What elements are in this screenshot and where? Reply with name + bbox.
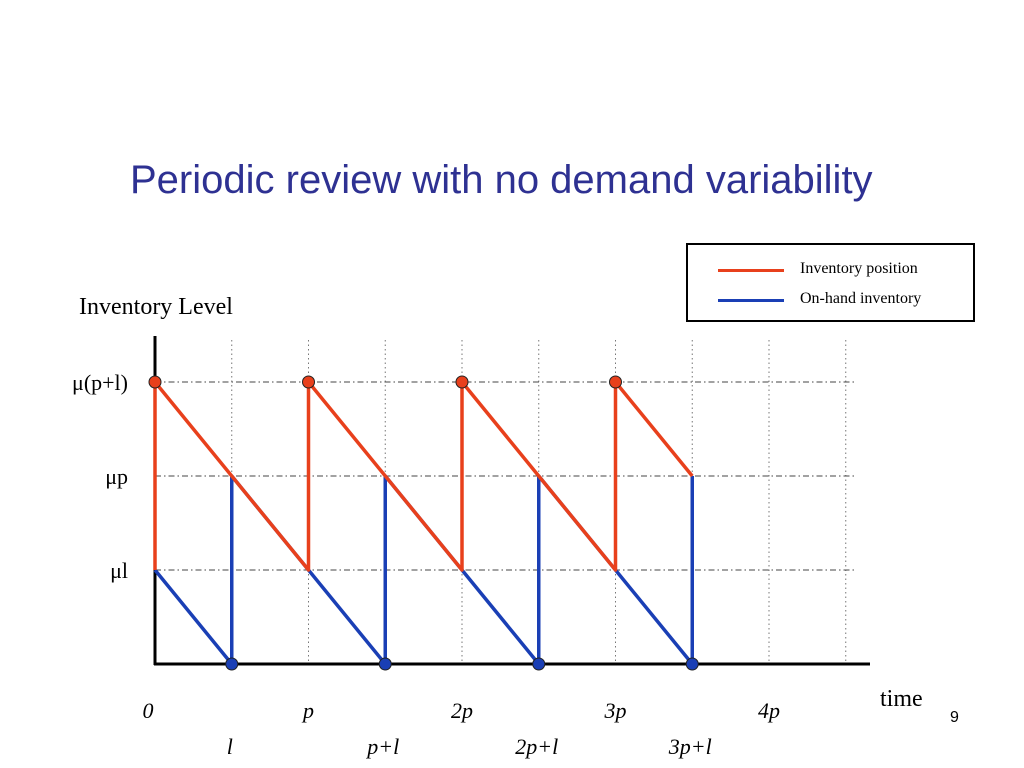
series-1-marker-3: [685, 657, 699, 671]
x-tick-label-0: 0: [143, 698, 154, 723]
series-0-marker-2: [455, 375, 469, 389]
x-tick-label-secondary-3: 3p+l: [668, 734, 712, 759]
series-line-1: [153, 474, 694, 666]
legend-item-on-hand-inventory: On-hand inventory: [688, 290, 973, 310]
series-line-0: [153, 380, 694, 572]
legend-swatch-inventory-position: [718, 269, 784, 272]
x-tick-label-1: p: [301, 698, 314, 723]
series-0-marker-1: [302, 375, 315, 389]
legend-swatch-on-hand-inventory: [718, 299, 784, 302]
x-tick-label-3: 3p: [604, 698, 627, 723]
x-axis-label: time: [880, 686, 923, 712]
y-tick-label-1: μp: [105, 464, 128, 489]
series-1-marker-2: [532, 657, 546, 671]
x-tick-label-secondary-0: l: [227, 734, 233, 759]
series-0-marker-0: [148, 375, 162, 389]
series-0-marker-3: [609, 375, 622, 389]
slide-title: Periodic review with no demand variabili…: [130, 158, 873, 202]
x-tick-label-secondary-1: p+l: [365, 734, 399, 759]
x-tick-label-4: 4p: [758, 698, 780, 723]
y-axis-label: Inventory Level: [79, 294, 233, 320]
x-tick-label-2: 2p: [451, 698, 473, 723]
y-tick-label-0: μl: [110, 558, 128, 583]
slide-number: 9: [950, 709, 959, 726]
y-tick-label-2: μ(p+l): [72, 370, 128, 395]
chart-legend: Inventory position On-hand inventory: [686, 243, 975, 322]
x-tick-label-secondary-2: 2p+l: [515, 734, 558, 759]
legend-item-inventory-position: Inventory position: [688, 260, 973, 280]
series-1-marker-0: [225, 657, 239, 671]
legend-label-inventory-position: Inventory position: [800, 260, 918, 277]
series-1-marker-1: [378, 657, 392, 671]
legend-label-on-hand-inventory: On-hand inventory: [800, 290, 922, 307]
